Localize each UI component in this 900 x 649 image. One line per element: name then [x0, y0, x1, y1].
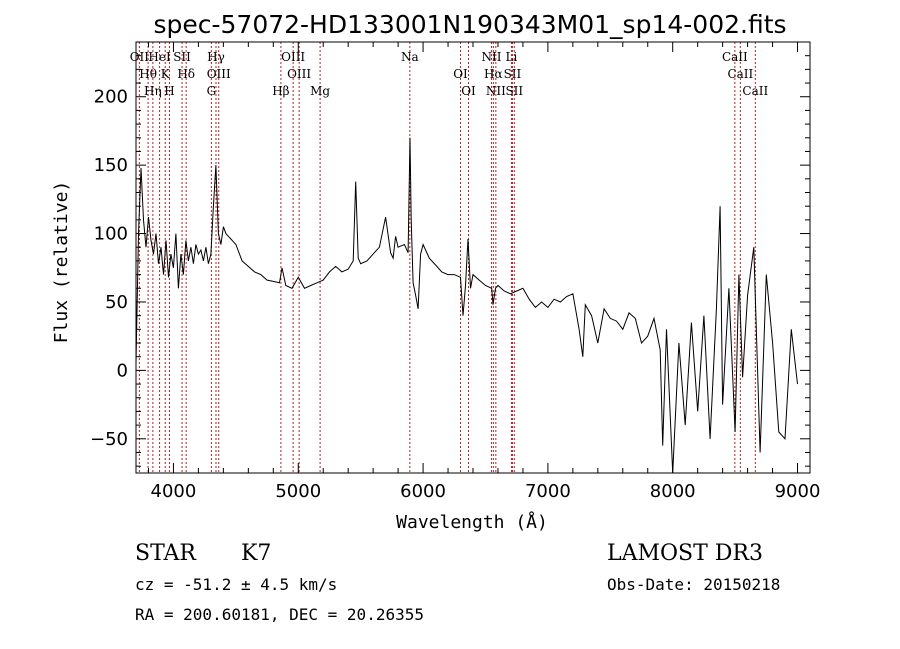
x-axis-ticks: 4000 5000 6000 7000 8000 9000: [147, 42, 821, 502]
emission-line-label: Li: [506, 50, 518, 64]
x-tick-label: 9000: [775, 481, 821, 502]
spectrum-line: [135, 137, 798, 474]
emission-line-labels: OII Hθ Hη HeI KH SII Hδ G Hγ OIII Hβ OIII OIII Mg Na OI…: [130, 50, 769, 98]
coordinates: RA = 200.60181, DEC = 20.26355: [135, 605, 424, 624]
redshift-value: cz = -51.2 ± 4.5 km/s: [135, 575, 337, 594]
survey-name: LAMOST DR3: [607, 541, 763, 566]
emission-line-label: Hδ: [177, 67, 195, 81]
emission-line-label: Na: [401, 50, 419, 64]
emission-line-label: SII: [173, 50, 191, 64]
x-tick-label: 5000: [275, 481, 321, 502]
emission-line-label: CaII: [742, 84, 768, 98]
y-tick-label: 100: [94, 224, 128, 245]
emission-line-label: Mg: [310, 84, 330, 98]
emission-line-label: OIII: [281, 50, 305, 64]
emission-line-label: Hα: [484, 67, 503, 81]
obs-date: Obs-Date: 20150218: [607, 575, 780, 594]
x-tick-label: 6000: [400, 481, 446, 502]
emission-line-label: NII: [481, 50, 501, 64]
y-axis-label: Flux (relative): [51, 181, 72, 344]
emission-line-label: NII: [486, 84, 506, 98]
emission-line-label: G: [207, 84, 217, 98]
y-tick-label: 50: [105, 292, 128, 313]
object-subclass: K7: [241, 541, 271, 566]
emission-line-label: Hη: [144, 84, 162, 98]
emission-line-label: OI: [453, 67, 468, 81]
x-tick-label: 4000: [151, 481, 197, 502]
emission-line-label: CaII: [722, 50, 748, 64]
y-tick-label: 150: [94, 155, 128, 176]
emission-line-label: OIII: [207, 67, 231, 81]
emission-line-label: K: [161, 67, 171, 81]
emission-lines: [138, 42, 756, 473]
emission-line-label: HeI: [148, 50, 171, 64]
emission-line-label: Hθ: [139, 67, 157, 81]
x-tick-label: 8000: [650, 481, 696, 502]
object-class: STAR: [135, 541, 197, 566]
emission-line-label: OIII: [287, 67, 311, 81]
y-tick-label: −50: [90, 429, 128, 450]
chart-title: spec-57072-HD133001N190343M01_sp14-002.f…: [153, 10, 786, 39]
x-axis-label: Wavelength (Å): [396, 511, 548, 533]
emission-line-label: Hγ: [207, 50, 225, 64]
emission-line-label: SII: [505, 84, 523, 98]
y-tick-label: 200: [94, 87, 128, 108]
x-tick-label: 7000: [525, 481, 571, 502]
emission-line-label: OI: [461, 84, 476, 98]
emission-line-label: SII: [504, 67, 522, 81]
emission-line-label: CaII: [727, 67, 753, 81]
emission-line-label: Hβ: [272, 84, 289, 98]
emission-line-label: OII: [130, 50, 150, 64]
emission-line-label: H: [164, 84, 174, 98]
y-tick-label: 0: [117, 360, 128, 381]
y-axis-ticks: −50 0 50 100 150 200: [90, 41, 810, 467]
